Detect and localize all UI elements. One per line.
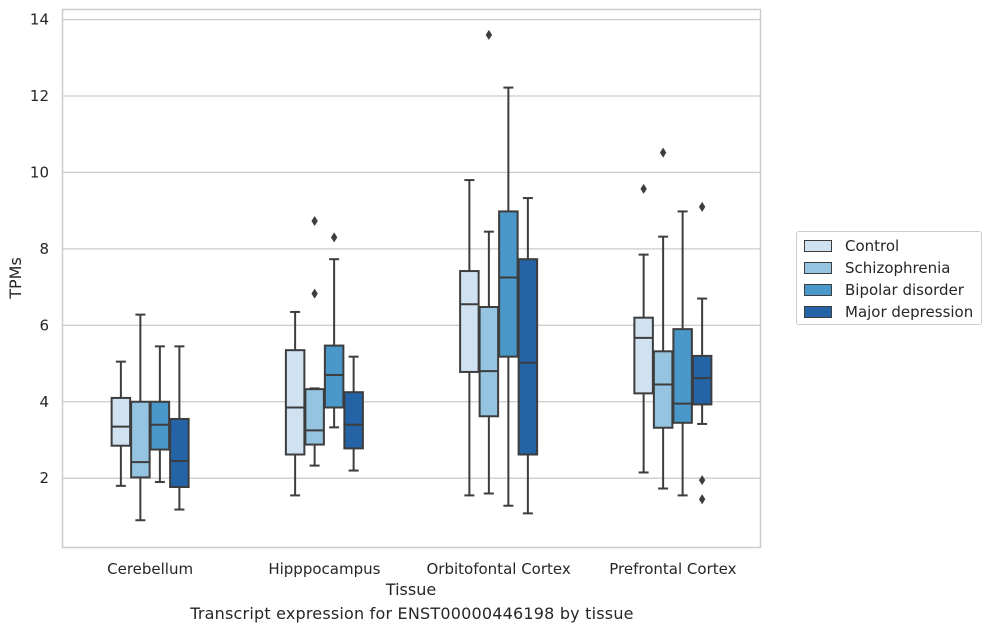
- x-tick-label-orbitofontal-cortex: Orbitofontal Cortex: [427, 560, 571, 578]
- box-major-depression-hipppocampus: [343, 355, 364, 472]
- box-iqr: [652, 350, 674, 429]
- outlier-point: [311, 288, 318, 299]
- chart-caption: Transcript expression for ENST0000044619…: [190, 604, 634, 623]
- box-major-depression-prefrontal-cortex: [691, 201, 713, 505]
- box-iqr: [304, 388, 325, 446]
- box-iqr: [517, 258, 539, 456]
- box-iqr: [498, 210, 519, 358]
- box-schizophrenia-cerebellum: [130, 313, 151, 522]
- box-bipolar-disorder-prefrontal-cortex: [672, 210, 693, 497]
- box-iqr: [323, 344, 345, 409]
- box-iqr: [633, 316, 654, 395]
- box-major-depression-cerebellum: [169, 345, 190, 511]
- legend-item-bipolar-disorder: Bipolar disorder: [804, 280, 964, 300]
- x-tick-label-prefrontal-cortex: Prefrontal Cortex: [609, 560, 736, 578]
- y-axis-label: TPMs: [6, 257, 25, 300]
- y-tick-label-8: 8: [39, 240, 49, 258]
- box-iqr: [130, 400, 151, 479]
- y-tick-label-12: 12: [30, 87, 49, 105]
- x-tick-label-cerebellum: Cerebellum: [107, 560, 193, 578]
- plot-frame: [61, 8, 762, 549]
- y-tick-label-10: 10: [30, 163, 49, 181]
- y-tick-label-4: 4: [39, 393, 49, 411]
- box-iqr: [169, 417, 190, 488]
- legend-swatch-schizophrenia: [804, 262, 832, 274]
- box-control-hipppocampus: [284, 310, 306, 497]
- box-control-prefrontal-cortex: [633, 183, 654, 474]
- box-bipolar-disorder-orbitofontal-cortex: [498, 86, 519, 507]
- box-iqr: [691, 354, 713, 406]
- box-control-orbitofontal-cortex: [459, 179, 480, 497]
- outlier-point: [640, 183, 647, 194]
- legend-label-schizophrenia: Schizophrenia: [845, 259, 951, 277]
- box-iqr: [459, 270, 480, 373]
- outlier-point: [330, 232, 338, 243]
- legend-label-major-depression: Major depression: [845, 303, 974, 321]
- box-iqr: [110, 396, 132, 447]
- box-iqr: [343, 391, 364, 450]
- box-bipolar-disorder-hipppocampus: [323, 232, 345, 429]
- box-control-cerebellum: [110, 360, 132, 487]
- box-schizophrenia-orbitofontal-cortex: [478, 29, 500, 495]
- y-tick-label-14: 14: [30, 11, 49, 29]
- y-tick-label-6: 6: [39, 316, 49, 334]
- boxes-layer: [110, 29, 713, 522]
- outlier-point: [698, 475, 706, 486]
- legend-item-schizophrenia: Schizophrenia: [804, 258, 950, 278]
- legend-item-control: Control: [804, 236, 899, 256]
- box-schizophrenia-hipppocampus: [304, 215, 325, 467]
- legend-item-major-depression: Major depression: [804, 302, 973, 322]
- legend-label-control: Control: [845, 237, 900, 255]
- box-bipolar-disorder-cerebellum: [149, 345, 171, 484]
- box-iqr: [284, 349, 306, 456]
- outlier-point: [698, 494, 706, 505]
- box-iqr: [478, 305, 500, 418]
- outlier-point: [698, 201, 706, 212]
- x-tick-label-hipppocampus: Hipppocampus: [268, 560, 380, 578]
- box-major-depression-orbitofontal-cortex: [517, 197, 539, 515]
- outlier-point: [311, 215, 318, 226]
- box-iqr: [672, 328, 693, 424]
- box-schizophrenia-prefrontal-cortex: [652, 147, 674, 490]
- x-axis-label: Tissue: [385, 580, 436, 599]
- legend: Control Schizophrenia Bipolar disorder M…: [796, 231, 982, 325]
- legend-label-bipolar-disorder: Bipolar disorder: [845, 281, 964, 299]
- outlier-point: [485, 29, 493, 40]
- outlier-point: [659, 147, 667, 158]
- tick-labels: 2 4 6 8 10 12 14 Cerebellum Hipppocampus Orbitofo…: [30, 11, 737, 578]
- y-tick-label-2: 2: [39, 469, 49, 487]
- legend-swatch-bipolar-disorder: [804, 284, 832, 296]
- legend-swatch-control: [804, 240, 832, 252]
- legend-swatch-major-depression: [804, 306, 832, 318]
